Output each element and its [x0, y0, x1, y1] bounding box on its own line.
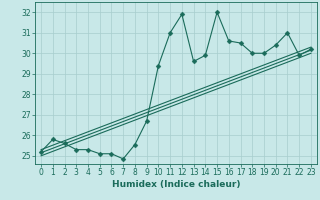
X-axis label: Humidex (Indice chaleur): Humidex (Indice chaleur) — [112, 180, 240, 189]
